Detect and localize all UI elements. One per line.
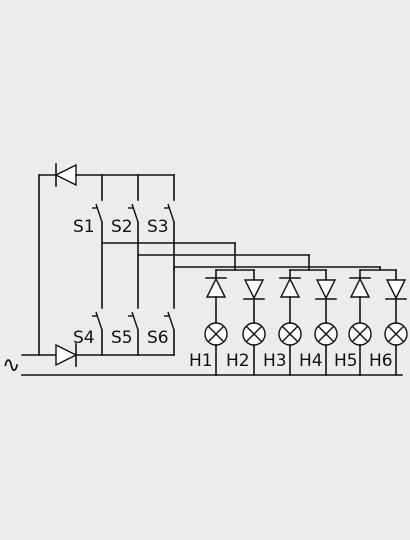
lamp-h6 — [384, 322, 408, 376]
switch-label-s6: S6 — [147, 328, 169, 348]
bottom-feed-diode — [55, 343, 175, 367]
lamp-label-h4: H4 — [299, 351, 323, 371]
switch-column-3 — [164, 174, 175, 356]
lamp-group-1 — [205, 269, 265, 323]
switch-label-s3: S3 — [147, 217, 169, 237]
lamp-h1 — [204, 322, 228, 376]
lamp-label-h2: H2 — [226, 351, 250, 371]
lamp-label-h6: H6 — [369, 351, 393, 371]
lamp-h2 — [242, 322, 266, 376]
lamp-label-h1: H1 — [189, 351, 213, 371]
switch-label-s2: S2 — [111, 217, 133, 237]
lamp-group-2 — [279, 269, 337, 323]
lamp-label-h5: H5 — [334, 351, 358, 371]
lamp-group-3 — [349, 269, 407, 323]
lamp-h5 — [348, 322, 372, 376]
lamp-label-h3: H3 — [263, 351, 287, 371]
switch-label-s5: S5 — [111, 328, 133, 348]
midpoint-bus-lines — [101, 242, 381, 271]
lamp-h4 — [314, 322, 338, 376]
switch-column-2 — [128, 174, 139, 356]
switch-column-1 — [92, 174, 103, 356]
switch-label-s4: S4 — [73, 328, 95, 348]
switch-label-s1: S1 — [73, 217, 95, 237]
lamp-h3 — [278, 322, 302, 376]
ac-source-symbol: ∿ — [2, 353, 20, 378]
top-feed-diode — [38, 163, 175, 187]
